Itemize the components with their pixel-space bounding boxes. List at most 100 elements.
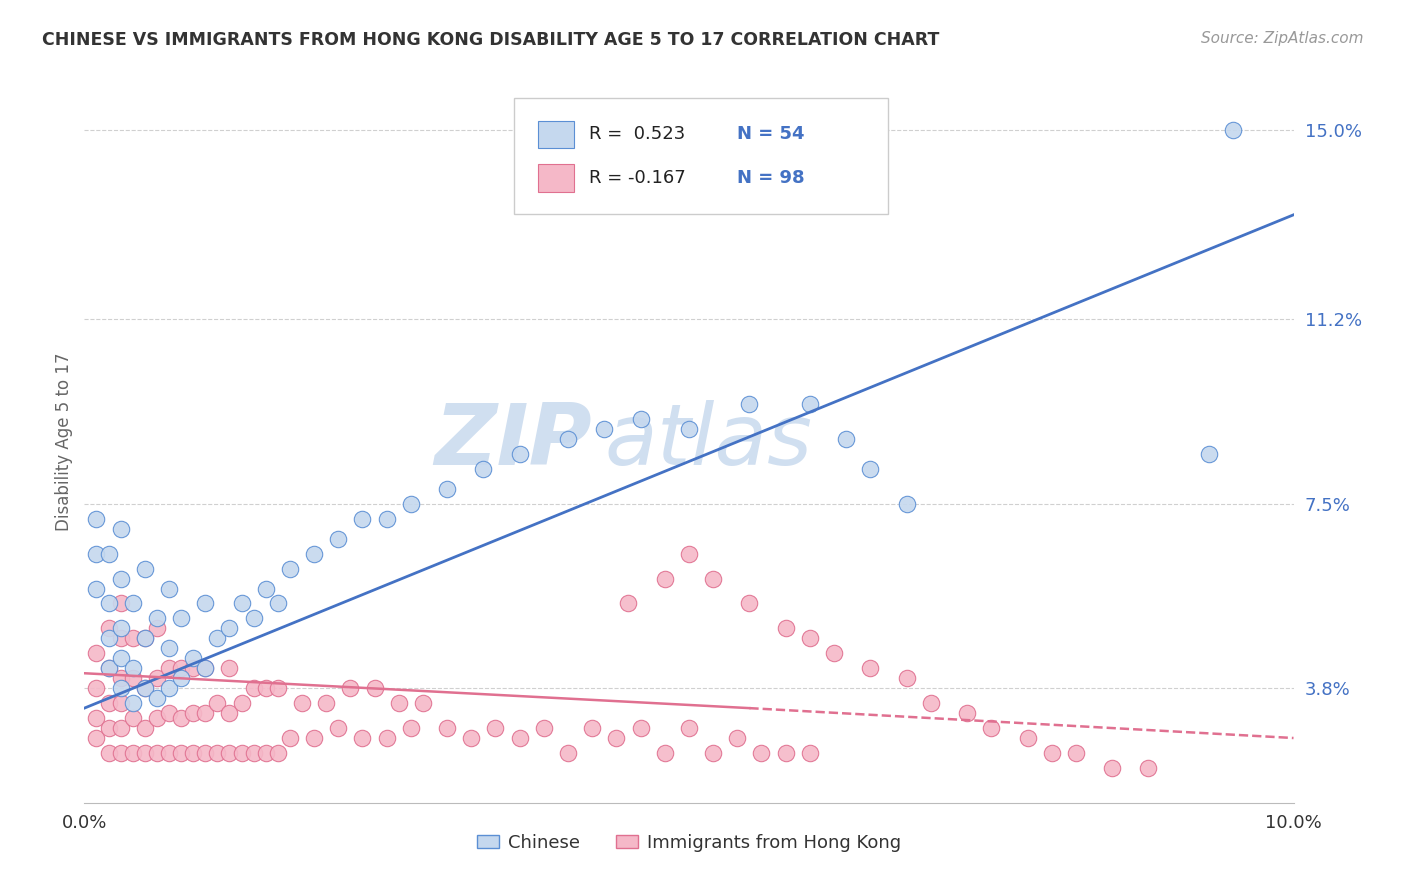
- Point: [725, 731, 748, 745]
- Point: [630, 412, 652, 426]
- Point: [375, 731, 398, 745]
- Point: [775, 621, 797, 635]
- Point: [1137, 761, 1160, 775]
- Point: [352, 731, 374, 745]
- Point: [1064, 746, 1087, 760]
- Point: [352, 512, 374, 526]
- Point: [86, 512, 108, 526]
- Point: [823, 646, 845, 660]
- Point: [980, 721, 1002, 735]
- Point: [375, 512, 398, 526]
- Point: [267, 597, 290, 611]
- Point: [146, 711, 169, 725]
- Point: [97, 632, 120, 646]
- Point: [134, 681, 156, 696]
- Point: [157, 661, 180, 675]
- Point: [86, 646, 108, 660]
- Point: [134, 561, 156, 575]
- Point: [110, 621, 132, 635]
- Point: [339, 681, 361, 696]
- Point: [181, 651, 204, 665]
- Text: Source: ZipAtlas.com: Source: ZipAtlas.com: [1201, 31, 1364, 46]
- Point: [278, 731, 301, 745]
- Point: [302, 547, 325, 561]
- Point: [533, 721, 555, 735]
- Point: [86, 731, 108, 745]
- Point: [146, 621, 169, 635]
- Legend: Chinese, Immigrants from Hong Kong: Chinese, Immigrants from Hong Kong: [470, 826, 908, 859]
- Point: [678, 547, 700, 561]
- Point: [388, 696, 411, 710]
- Point: [835, 432, 858, 446]
- Point: [799, 632, 821, 646]
- Point: [134, 681, 156, 696]
- Point: [605, 731, 627, 745]
- Point: [194, 661, 217, 675]
- Point: [207, 696, 229, 710]
- Point: [121, 661, 143, 675]
- Point: [97, 696, 120, 710]
- Point: [110, 522, 132, 536]
- Point: [328, 532, 350, 546]
- Point: [328, 721, 350, 735]
- Point: [121, 671, 143, 685]
- Point: [97, 661, 120, 675]
- Point: [170, 611, 193, 625]
- Point: [121, 696, 143, 710]
- Point: [97, 746, 120, 760]
- Point: [1198, 447, 1220, 461]
- Point: [97, 661, 120, 675]
- Point: [97, 621, 120, 635]
- Point: [86, 582, 108, 596]
- Point: [110, 632, 132, 646]
- Point: [170, 661, 193, 675]
- Point: [231, 696, 253, 710]
- Point: [218, 706, 240, 720]
- Point: [170, 671, 193, 685]
- Point: [110, 696, 132, 710]
- Point: [920, 696, 942, 710]
- Point: [207, 746, 229, 760]
- Point: [146, 691, 169, 706]
- Point: [412, 696, 434, 710]
- Point: [157, 641, 180, 656]
- Point: [218, 746, 240, 760]
- Point: [1040, 746, 1063, 760]
- Point: [121, 711, 143, 725]
- Point: [86, 547, 108, 561]
- Point: [157, 582, 180, 596]
- Point: [436, 721, 458, 735]
- Point: [110, 746, 132, 760]
- Point: [1222, 123, 1244, 137]
- Point: [194, 706, 217, 720]
- FancyBboxPatch shape: [513, 98, 889, 214]
- Point: [157, 681, 180, 696]
- Point: [593, 422, 616, 436]
- Point: [363, 681, 385, 696]
- Point: [110, 671, 132, 685]
- Point: [254, 582, 277, 596]
- Point: [267, 746, 290, 760]
- Point: [557, 746, 579, 760]
- Point: [399, 721, 422, 735]
- Point: [242, 681, 264, 696]
- Point: [170, 711, 193, 725]
- Point: [738, 597, 761, 611]
- Point: [170, 746, 193, 760]
- Point: [110, 572, 132, 586]
- Point: [472, 462, 495, 476]
- Point: [146, 746, 169, 760]
- Point: [1101, 761, 1123, 775]
- Bar: [538, 164, 574, 192]
- Point: [678, 721, 700, 735]
- Point: [702, 572, 724, 586]
- Bar: [538, 120, 574, 148]
- Text: ZIP: ZIP: [434, 400, 592, 483]
- Point: [859, 462, 882, 476]
- Point: [254, 681, 277, 696]
- Point: [509, 447, 531, 461]
- Point: [194, 661, 217, 675]
- Text: atlas: atlas: [605, 400, 813, 483]
- Point: [315, 696, 337, 710]
- Point: [254, 746, 277, 760]
